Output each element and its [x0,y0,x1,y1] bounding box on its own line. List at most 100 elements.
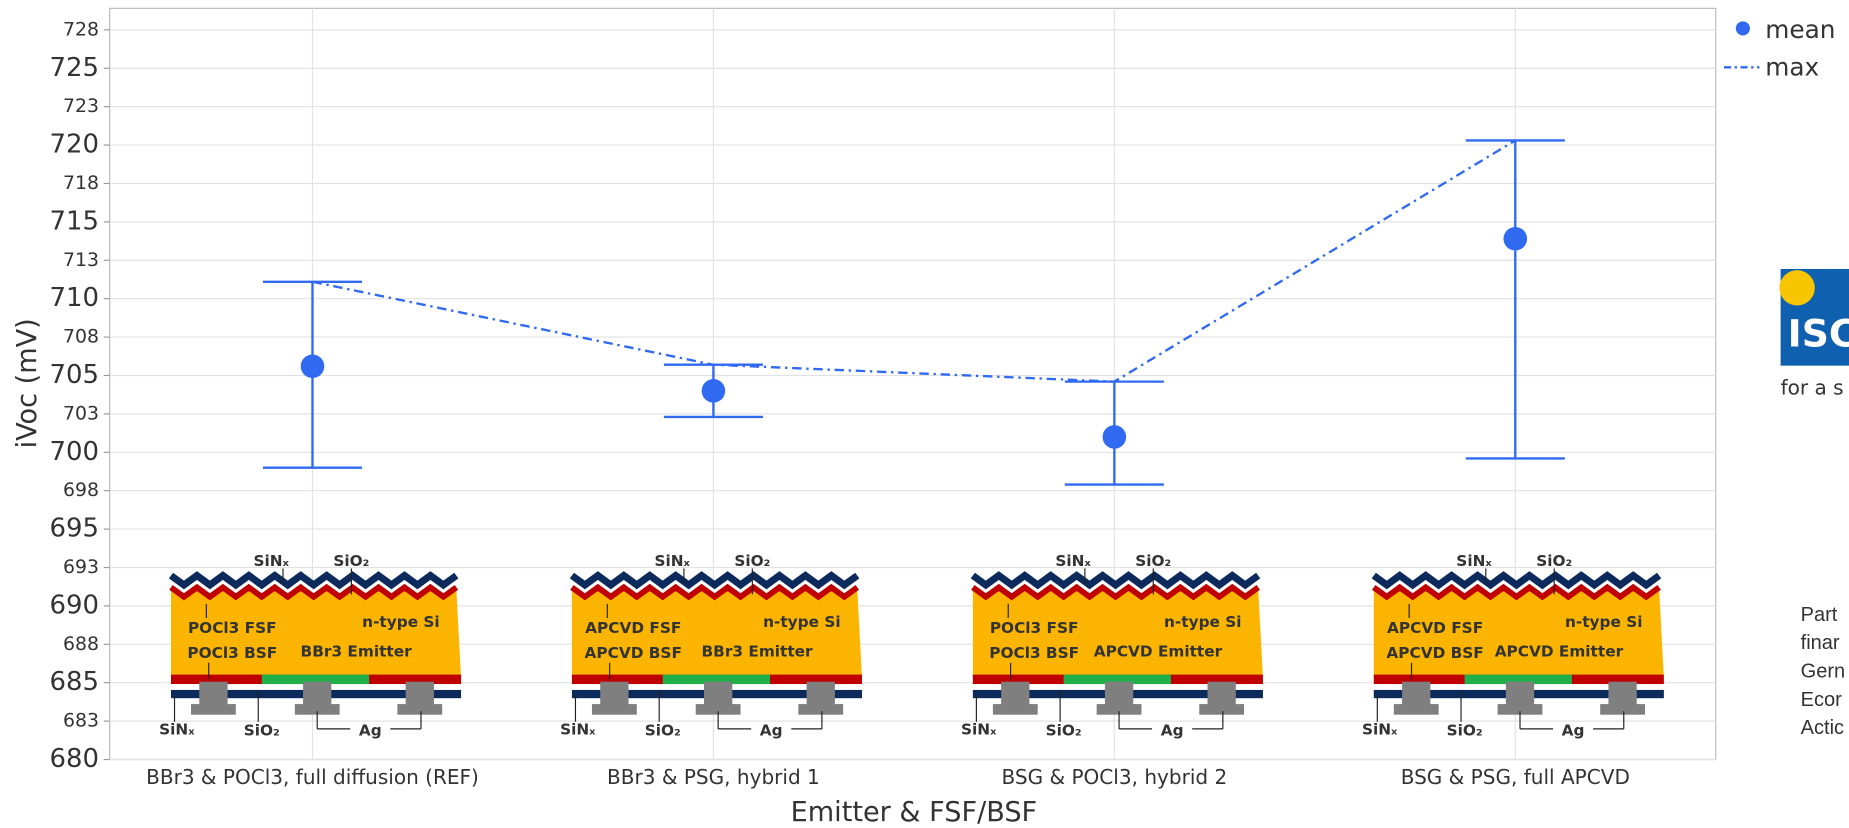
inset-contact [1608,682,1636,708]
inset-contact [406,682,434,708]
y-tick-label: 690 [50,590,100,620]
inset-label: n-type Si [1164,613,1242,631]
inset-label: SiNₓ [1456,552,1492,570]
x-tick-label: BBr3 & POCl3, full diffusion (REF) [146,765,479,789]
inset-label: POCl3 FSF [990,619,1079,637]
inset-label: SiO₂ [1536,552,1572,570]
y-axis-title: iVoc (mV) [12,318,43,448]
y-tick-label: 710 [50,283,100,313]
y-tick-label: 703 [63,402,99,424]
y-tick-label: 713 [63,249,99,271]
inset-label: SiO₂ [645,722,681,740]
y-tick-label: 680 [50,744,100,774]
inset-label: SiNₓ [961,721,997,739]
inset-label: Ag [760,722,783,740]
y-tick-label: 683 [63,710,99,732]
inset-contact [1402,682,1430,708]
page: {"chart_data": { "type": "errorbar", "x_… [0,0,1849,828]
y-tick-label: 700 [50,437,100,467]
y-tick-label: 715 [50,206,100,236]
inset-contact [592,704,637,715]
inset-label: SiNₓ [1362,721,1398,739]
inset-sinx [572,576,857,585]
inset-label: Ag [1562,722,1585,740]
logo-text: ISC [1788,312,1849,356]
inset-label: APCVD Emitter [1094,643,1223,661]
x-tick-label: BBr3 & PSG, hybrid 1 [607,765,820,789]
inset-contact [1105,682,1133,708]
y-tick-label: 695 [50,514,100,544]
x-tick-label: BSG & PSG, full APCVD [1401,765,1630,789]
side-note: Actic [1801,717,1844,739]
inset-contact [1199,704,1244,715]
side-note: Ecor [1801,689,1843,711]
inset-label: SiO₂ [734,552,770,570]
inset-label: POCl3 BSF [989,644,1079,662]
inset-label: SiO₂ [1135,552,1171,570]
legend-label: mean [1765,15,1835,44]
inset-label: SiNₓ [254,552,290,570]
mean-point [702,379,726,403]
legend-label: max [1765,52,1819,81]
chart: Emitter & FSF/BSF iVoc (mV) ISC for a s … [0,0,1849,828]
inset-contact [807,682,835,708]
logo-sun [1779,270,1814,305]
inset-label: APCVD BSF [585,644,682,662]
y-tick-label: 698 [63,479,99,501]
inset-contact [1001,682,1029,708]
inset-sinx [1374,576,1659,585]
inset-label: n-type Si [1565,613,1643,631]
inset-sinx [973,576,1258,585]
y-tick-label: 688 [63,633,99,655]
inset-label: SiO₂ [333,552,369,570]
inset-label: Ag [1161,722,1184,740]
inset-label: n-type Si [763,613,841,631]
legend-marker [1736,21,1750,35]
inset-label: APCVD FSF [1387,619,1483,637]
y-tick-label: 693 [63,556,99,578]
inset-contact [303,682,331,708]
y-tick-label: 723 [63,95,99,117]
inset-contact [1394,704,1439,715]
y-tick-label: 720 [50,130,100,160]
inset-label: APCVD Emitter [1495,643,1624,661]
inset-label: POCl3 BSF [187,644,277,662]
inset-contact [600,682,628,708]
inset-contact [704,682,732,708]
y-tick-label: 708 [63,326,99,348]
y-tick-label: 685 [50,667,100,697]
inset-label: SiO₂ [1447,722,1483,740]
inset-label: BBr3 Emitter [301,643,413,661]
inset-label: SiNₓ [159,721,195,739]
y-tick-label: 725 [50,53,100,83]
inset-contact [993,704,1038,715]
mean-point [1503,227,1527,251]
logo-tagline: for a s [1781,376,1844,400]
inset-label: SiO₂ [1046,722,1082,740]
inset-label: Ag [359,722,382,740]
y-tick-label: 718 [63,172,99,194]
y-tick-label: 728 [63,18,99,40]
inset-label: APCVD FSF [585,619,681,637]
inset-sinx [171,576,456,585]
inset-contact [1506,682,1534,708]
x-tick-label: BSG & POCl3, hybrid 2 [1001,765,1227,789]
side-note: Part [1801,604,1838,626]
inset-contact [1600,704,1645,715]
inset-label: BBr3 Emitter [701,643,813,661]
inset-contact [397,704,442,715]
inset-contact [191,704,236,715]
inset-label: n-type Si [362,613,440,631]
inset-label: SiNₓ [1055,552,1091,570]
y-tick-label: 705 [50,360,100,390]
inset-contact [199,682,227,708]
side-note: finar [1801,632,1840,654]
inset-label: SiNₓ [654,552,690,570]
side-note: Gern [1801,661,1846,683]
inset-contact [1208,682,1236,708]
inset-label: APCVD BSF [1386,644,1483,662]
inset-label: SiO₂ [244,722,280,740]
inset-contact [798,704,843,715]
mean-point [1103,425,1127,449]
inset-label: SiNₓ [560,721,596,739]
